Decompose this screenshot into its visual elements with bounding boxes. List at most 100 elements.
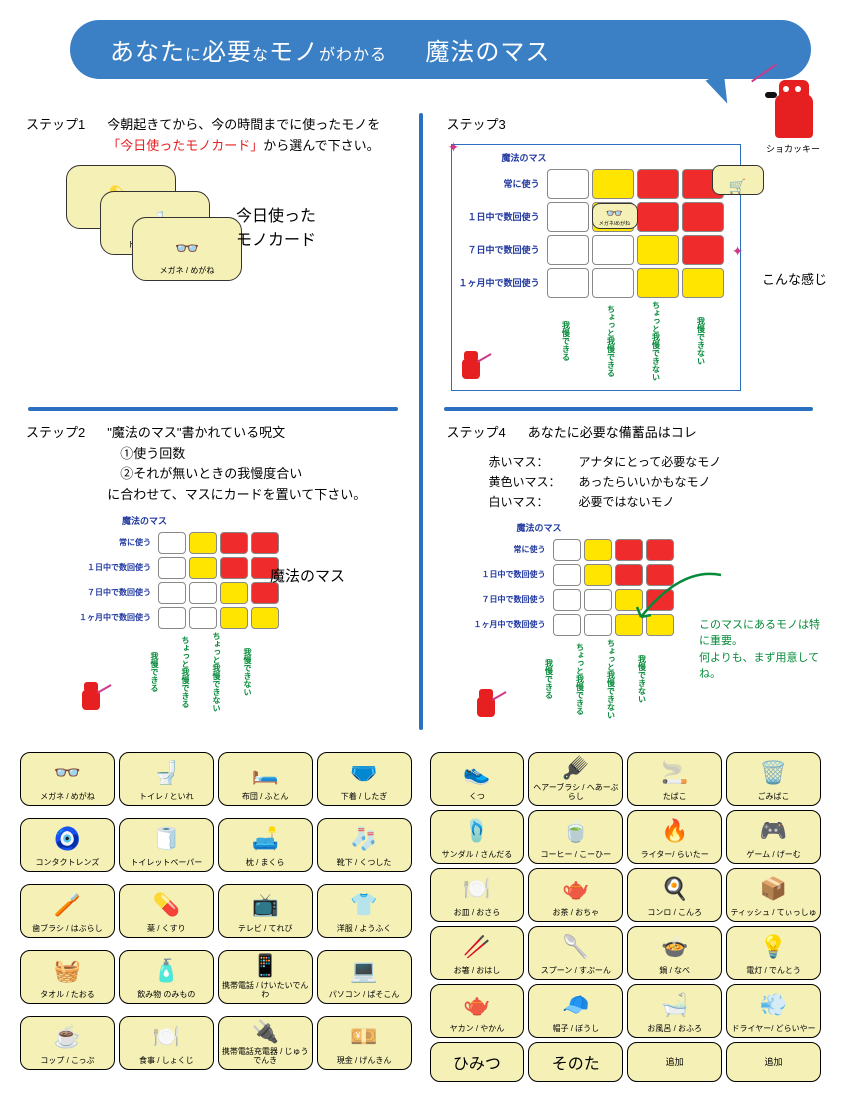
grid-cell[interactable] <box>637 202 679 232</box>
overlay-card[interactable]: 🛒 <box>712 165 764 195</box>
grid-cell[interactable] <box>615 539 643 561</box>
grid-cell[interactable] <box>547 235 589 265</box>
grid-cell[interactable] <box>220 557 248 579</box>
item-card[interactable]: 🍲鍋 / なべ <box>627 926 722 980</box>
grid-cell[interactable] <box>220 582 248 604</box>
grid-cell[interactable] <box>646 564 674 586</box>
grid-cell[interactable] <box>547 169 589 199</box>
grid-cell[interactable] <box>189 532 217 554</box>
item-card[interactable]: 🧦靴下 / くつした <box>317 818 412 872</box>
step3-caption: こんな感じ <box>762 269 827 288</box>
item-card[interactable]: 👕洋服 / ようふく <box>317 884 412 938</box>
grid-cell[interactable] <box>682 202 724 232</box>
item-card[interactable]: 🧻トイレットペーパー <box>119 818 214 872</box>
grid-cell[interactable] <box>615 614 643 636</box>
grid-cell[interactable] <box>553 539 581 561</box>
grid-cell[interactable] <box>158 607 186 629</box>
item-card[interactable]: 🍽️お皿 / おさら <box>430 868 525 922</box>
item-label: 鍋 / なべ <box>659 967 690 976</box>
special-card[interactable]: ひみつ <box>430 1042 525 1082</box>
item-icon: 🧢 <box>562 985 589 1025</box>
item-card[interactable]: 🥄スプーン / すぷーん <box>528 926 623 980</box>
grid-cell[interactable] <box>189 582 217 604</box>
item-icon: 💻 <box>350 951 377 991</box>
title-part: モノ <box>269 39 319 66</box>
grid-cell[interactable] <box>547 268 589 298</box>
grid-cell[interactable] <box>637 235 679 265</box>
item-card[interactable]: 🧿コンタクトレンズ <box>20 818 115 872</box>
item-card[interactable]: 📱携帯電話 / けいたいでんわ <box>218 950 313 1004</box>
item-card[interactable]: 🧺タオル / たおる <box>20 950 115 1004</box>
grid-cell[interactable] <box>220 607 248 629</box>
item-card[interactable]: 💊薬 / くすり <box>119 884 214 938</box>
grid-cell[interactable] <box>592 235 634 265</box>
item-card[interactable]: 🗑️ごみばこ <box>726 752 821 806</box>
item-card[interactable]: 👟くつ <box>430 752 525 806</box>
item-card[interactable]: 🚬たばこ <box>627 752 722 806</box>
item-card[interactable]: 🧴飲み物 のみもの <box>119 950 214 1004</box>
item-card[interactable]: 📦ティッシュ / てぃっしゅ <box>726 868 821 922</box>
item-card[interactable]: 🎮ゲーム / げーむ <box>726 810 821 864</box>
horizontal-separator <box>444 407 814 411</box>
item-card[interactable]: 🩲下着 / したぎ <box>317 752 412 806</box>
grid-cell[interactable] <box>615 564 643 586</box>
item-card[interactable]: 🫖ヤカン / やかん <box>430 984 525 1038</box>
special-card[interactable]: 追加 <box>627 1042 722 1082</box>
grid-cell[interactable] <box>553 589 581 611</box>
grid-cell[interactable] <box>553 564 581 586</box>
item-card[interactable]: 🚽トイレ / といれ <box>119 752 214 806</box>
grid-cell[interactable] <box>189 607 217 629</box>
grid-cell[interactable] <box>220 532 248 554</box>
grid-cell[interactable] <box>158 557 186 579</box>
grid-cell[interactable] <box>682 235 724 265</box>
grid-cell[interactable] <box>682 268 724 298</box>
item-icon: 🍽️ <box>463 869 490 909</box>
grid-col-label: 我慢できない <box>663 301 705 381</box>
grid-cell[interactable] <box>646 614 674 636</box>
grid-cell[interactable] <box>637 268 679 298</box>
item-card[interactable]: 🥢お箸 / おはし <box>430 926 525 980</box>
grid-cell[interactable] <box>646 589 674 611</box>
item-card[interactable]: 🫖お茶 / おちゃ <box>528 868 623 922</box>
grid-cell[interactable] <box>584 589 612 611</box>
item-card[interactable]: 📺テレビ / てれび <box>218 884 313 938</box>
grid-cell[interactable] <box>646 539 674 561</box>
grid-cell[interactable] <box>584 614 612 636</box>
item-card[interactable]: 🛋️枕 / まくら <box>218 818 313 872</box>
item-card[interactable]: 🔌携帯電話充電器 / じゅうでんき <box>218 1016 313 1070</box>
grid-cell[interactable] <box>553 614 581 636</box>
grid-cell[interactable] <box>584 539 612 561</box>
grid-cell[interactable] <box>592 268 634 298</box>
special-card[interactable]: そのた <box>528 1042 623 1082</box>
grid-cell[interactable] <box>158 532 186 554</box>
grid-cell[interactable] <box>547 202 589 232</box>
item-card[interactable]: 🛏️布団 / ふとん <box>218 752 313 806</box>
item-card[interactable]: 🪮ヘアーブラシ / へあーぶらし <box>528 752 623 806</box>
item-card[interactable]: 👓メガネ / めがね <box>20 752 115 806</box>
item-card[interactable]: 💡電灯 / でんとう <box>726 926 821 980</box>
item-card[interactable]: ☕コップ / こっぷ <box>20 1016 115 1070</box>
item-card[interactable]: 🍳コンロ / こんろ <box>627 868 722 922</box>
grid-cell[interactable] <box>158 582 186 604</box>
special-card[interactable]: 追加 <box>726 1042 821 1082</box>
item-card[interactable]: 🍽️食事 / しょくじ <box>119 1016 214 1070</box>
grid-cell[interactable] <box>251 532 279 554</box>
grid-cell[interactable] <box>637 169 679 199</box>
grid-cell[interactable] <box>592 169 634 199</box>
grid-cell[interactable] <box>584 564 612 586</box>
item-card[interactable]: 💴現金 / げんきん <box>317 1016 412 1070</box>
item-card[interactable]: 🪥歯ブラシ / はぶらし <box>20 884 115 938</box>
item-card[interactable]: 💨ドライヤー/ どらいやー <box>726 984 821 1038</box>
overlay-card[interactable]: 👓 メガネ/めがね <box>592 203 638 229</box>
item-icon: 🚽 <box>153 753 180 793</box>
item-card[interactable]: 🧢帽子 / ぼうし <box>528 984 623 1038</box>
item-card[interactable]: 🔥ライター/ らいたー <box>627 810 722 864</box>
item-card[interactable]: 💻パソコン / ぱそこん <box>317 950 412 1004</box>
item-card[interactable]: 🍵コーヒー / こーひー <box>528 810 623 864</box>
item-card[interactable]: 🩴サンダル / さんだる <box>430 810 525 864</box>
item-card[interactable]: 🛁お風呂 / おふろ <box>627 984 722 1038</box>
grid-cell[interactable] <box>189 557 217 579</box>
grid-cell[interactable] <box>615 589 643 611</box>
grid-cell[interactable] <box>251 607 279 629</box>
sample-card[interactable]: 👓 メガネ / めがね <box>132 217 242 281</box>
